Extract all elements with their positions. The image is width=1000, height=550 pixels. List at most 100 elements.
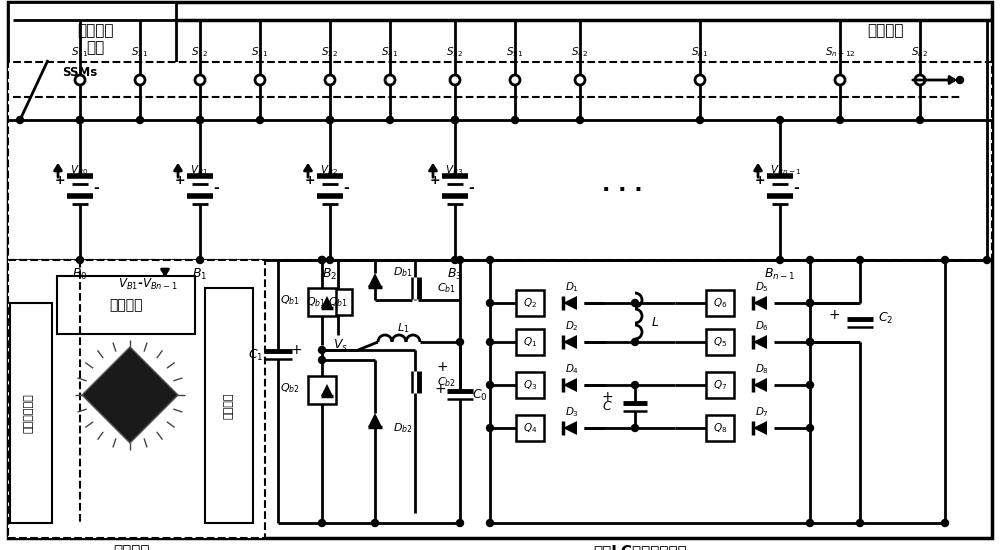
Polygon shape xyxy=(82,347,178,443)
Text: $S_{11}$: $S_{11}$ xyxy=(71,45,89,59)
Bar xyxy=(205,288,253,523)
Text: $D_3$: $D_3$ xyxy=(565,405,579,419)
Circle shape xyxy=(372,520,378,526)
Text: $Q_{b1}$: $Q_{b1}$ xyxy=(306,295,326,309)
Text: $B_3$: $B_3$ xyxy=(447,266,463,282)
Circle shape xyxy=(915,75,925,85)
Circle shape xyxy=(806,300,814,306)
Circle shape xyxy=(318,256,326,263)
Text: +: + xyxy=(305,173,315,186)
Circle shape xyxy=(75,75,85,85)
Text: $Q_3$: $Q_3$ xyxy=(523,378,537,392)
Text: $V_{B3}$: $V_{B3}$ xyxy=(445,163,463,177)
Text: +: + xyxy=(434,382,446,396)
Text: $B_0$: $B_0$ xyxy=(72,266,88,282)
Circle shape xyxy=(632,425,639,432)
Circle shape xyxy=(486,425,494,432)
Circle shape xyxy=(456,520,464,526)
Polygon shape xyxy=(368,273,382,287)
Text: 多路模拟开关: 多路模拟开关 xyxy=(24,393,34,433)
Circle shape xyxy=(486,256,494,263)
Text: $S_{n-12}$: $S_{n-12}$ xyxy=(825,45,855,59)
Text: $B_2$: $B_2$ xyxy=(322,266,338,282)
Bar xyxy=(706,329,734,355)
Text: $Q_6$: $Q_6$ xyxy=(713,296,727,310)
Text: 选择开关
模块: 选择开关 模块 xyxy=(77,23,113,55)
Text: $C$: $C$ xyxy=(602,400,613,414)
Text: $L_1$: $L_1$ xyxy=(397,321,409,335)
Circle shape xyxy=(326,117,334,124)
Circle shape xyxy=(256,117,264,124)
Circle shape xyxy=(486,338,494,345)
Bar xyxy=(308,376,336,404)
Circle shape xyxy=(318,356,326,364)
Circle shape xyxy=(486,382,494,388)
Text: $S_{32}$: $S_{32}$ xyxy=(446,45,464,59)
Text: $D_{b1}$: $D_{b1}$ xyxy=(393,265,413,279)
Polygon shape xyxy=(563,378,577,392)
Circle shape xyxy=(856,256,864,263)
Circle shape xyxy=(836,117,844,124)
Circle shape xyxy=(452,117,458,124)
Circle shape xyxy=(196,256,204,263)
Circle shape xyxy=(806,382,814,388)
Bar xyxy=(706,290,734,316)
Text: $Q_8$: $Q_8$ xyxy=(713,421,727,435)
Text: $D_2$: $D_2$ xyxy=(565,319,579,333)
Circle shape xyxy=(806,338,814,345)
Polygon shape xyxy=(753,421,767,435)
Circle shape xyxy=(632,300,639,306)
Bar xyxy=(308,288,336,316)
Circle shape xyxy=(195,75,205,85)
Circle shape xyxy=(806,520,814,526)
Text: $Q_{b1}$: $Q_{b1}$ xyxy=(328,295,348,309)
Text: -: - xyxy=(343,181,349,195)
Text: · · ·: · · · xyxy=(602,180,642,200)
Circle shape xyxy=(318,520,326,526)
Circle shape xyxy=(776,256,784,263)
Text: 驱动电路: 驱动电路 xyxy=(224,393,234,419)
Text: +: + xyxy=(175,173,185,186)
Text: -: - xyxy=(213,181,219,195)
Text: $V_{Bn-1}$: $V_{Bn-1}$ xyxy=(770,163,802,177)
Text: $L$: $L$ xyxy=(651,316,659,329)
Circle shape xyxy=(385,75,395,85)
Polygon shape xyxy=(563,296,577,310)
Text: $S_{41}$: $S_{41}$ xyxy=(381,45,399,59)
Text: $V_s$: $V_s$ xyxy=(333,338,347,353)
Circle shape xyxy=(450,75,460,85)
Circle shape xyxy=(452,117,458,124)
Text: 检测电路: 检测电路 xyxy=(109,298,143,312)
Circle shape xyxy=(806,256,814,263)
Bar xyxy=(324,289,352,315)
Circle shape xyxy=(325,75,335,85)
Text: SSMs: SSMs xyxy=(62,65,97,79)
Text: -: - xyxy=(93,181,99,195)
Text: 微控制器: 微控制器 xyxy=(114,544,150,550)
Bar xyxy=(8,2,176,80)
Text: $V_{B1}$: $V_{B1}$ xyxy=(190,163,208,177)
Circle shape xyxy=(776,117,784,124)
Circle shape xyxy=(456,338,464,345)
Circle shape xyxy=(486,520,494,526)
Text: $Q_{b1}$: $Q_{b1}$ xyxy=(280,293,300,307)
Circle shape xyxy=(326,117,334,124)
Text: $V_{B2}$: $V_{B2}$ xyxy=(320,163,338,177)
Polygon shape xyxy=(368,413,382,427)
Circle shape xyxy=(512,117,518,124)
Bar xyxy=(706,415,734,441)
Text: $D_7$: $D_7$ xyxy=(755,405,769,419)
Circle shape xyxy=(806,425,814,432)
Circle shape xyxy=(76,256,84,263)
Text: $S_{21}$: $S_{21}$ xyxy=(131,45,149,59)
Circle shape xyxy=(452,256,458,263)
Text: +: + xyxy=(55,173,65,186)
Text: 均衡母线: 均衡母线 xyxy=(867,24,903,38)
Text: +: + xyxy=(430,173,440,186)
Text: $S_{12}$: $S_{12}$ xyxy=(191,45,209,59)
Text: +: + xyxy=(437,360,449,374)
Circle shape xyxy=(196,117,204,124)
Polygon shape xyxy=(753,378,767,392)
Text: $Q_{b2}$: $Q_{b2}$ xyxy=(280,381,300,395)
Circle shape xyxy=(76,117,84,124)
